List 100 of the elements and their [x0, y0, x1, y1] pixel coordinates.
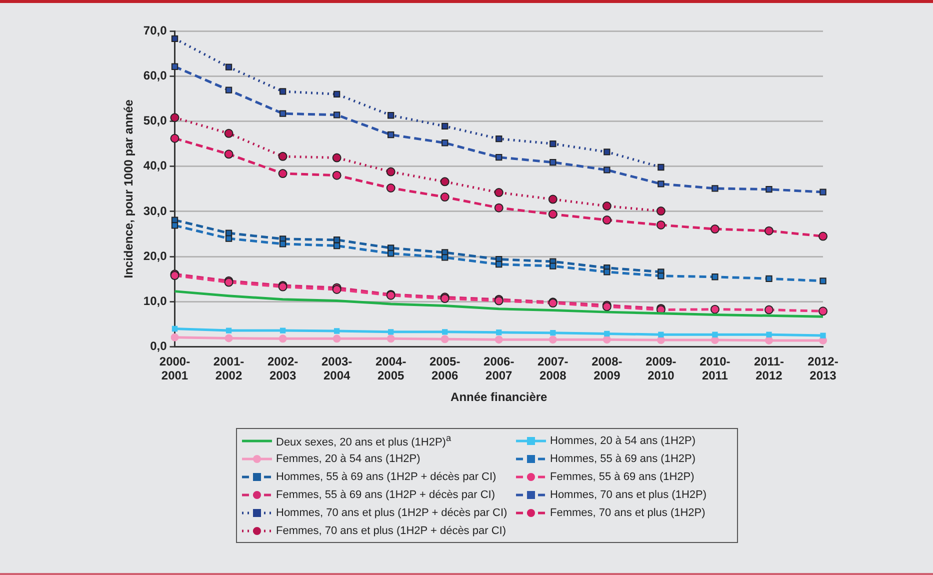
point	[332, 153, 342, 162]
point	[550, 158, 556, 166]
point	[496, 260, 502, 268]
point	[386, 167, 396, 176]
x-tick-label: 2000-2001	[159, 354, 190, 383]
point	[170, 333, 179, 342]
point	[602, 216, 612, 225]
point	[550, 330, 556, 336]
point	[388, 131, 394, 138]
point	[658, 164, 664, 171]
legend-label: Femmes, 70 ans et plus (1H2P + décès par CI)	[276, 524, 506, 536]
point	[656, 220, 666, 230]
y-tick-label: 10,0	[143, 294, 168, 308]
point	[388, 329, 394, 335]
point	[656, 206, 666, 216]
y-tick-label: 20,0	[143, 248, 168, 263]
point	[278, 169, 288, 178]
legend-label: Deux sexes, 20 ans et plus (1H2P)$^{a}$	[276, 432, 452, 448]
x-tick-label: 2003-2004	[321, 354, 352, 383]
point	[550, 140, 556, 148]
point	[226, 328, 232, 334]
x-axis-title: Année financière	[450, 390, 548, 404]
y-tick-label: 30,0	[143, 204, 168, 218]
point	[710, 304, 720, 314]
point	[386, 334, 395, 343]
x-tick-label: 2001-2002	[213, 354, 244, 383]
x-tick-label: 2002-2003	[267, 354, 298, 383]
x-tick-label: 2007-2008	[538, 354, 568, 383]
point	[550, 262, 556, 270]
y-tick-label: 40,0	[143, 158, 168, 173]
point	[171, 35, 178, 42]
point	[604, 148, 610, 156]
point	[171, 222, 178, 229]
point	[548, 336, 557, 344]
point	[440, 335, 449, 344]
point	[658, 180, 664, 188]
point	[658, 272, 664, 280]
legend-label: Hommes, 20 à 54 ans (1H2P)	[550, 434, 696, 446]
point	[494, 336, 503, 344]
point	[225, 64, 232, 70]
legend-label: Femmes, 55 à 69 ans (1H2P + décès par CI)	[276, 488, 495, 500]
point	[170, 134, 180, 143]
point	[279, 110, 286, 117]
x-tick-label: 2011-2012	[754, 354, 784, 383]
point	[712, 332, 718, 338]
point	[604, 330, 610, 337]
point	[442, 140, 448, 146]
legend-label: Hommes, 70 ans et plus (1H2P + décès par CI)	[276, 506, 508, 518]
point	[820, 278, 826, 284]
point	[224, 128, 234, 138]
legend-label: Hommes, 70 ans et plus (1H2P)	[550, 488, 707, 500]
point	[440, 177, 450, 186]
point	[442, 254, 448, 261]
point	[333, 236, 340, 244]
x-tick-label: 2012-2013	[808, 354, 838, 383]
point	[279, 88, 286, 95]
point	[333, 90, 340, 98]
point	[766, 332, 772, 338]
point	[602, 336, 611, 344]
y-tick-label: 60,0	[143, 68, 168, 82]
x-tick-label: 2006-2007	[484, 354, 514, 383]
point	[278, 152, 288, 161]
point	[442, 122, 448, 130]
point	[442, 329, 448, 335]
legend-label: Femmes, 55 à 69 ans (1H2P)	[550, 470, 694, 482]
point	[388, 250, 394, 257]
x-tick-label: 2009-2010	[646, 354, 676, 383]
point	[712, 274, 718, 280]
legend-label: Femmes, 20 à 54 ans (1H2P)	[276, 452, 420, 464]
legend-label: Femmes, 70 ans et plus (1H2P)	[550, 506, 706, 518]
y-axis-title: Incidence, pour 1000 par année	[122, 99, 136, 278]
y-tick-label: 70,0	[143, 23, 168, 38]
x-tick-label: 2004-2005	[375, 354, 406, 383]
point	[386, 184, 396, 192]
point	[766, 186, 772, 193]
point	[496, 135, 502, 142]
point	[548, 194, 558, 204]
point	[333, 242, 340, 250]
point	[280, 328, 286, 334]
point	[224, 334, 233, 342]
y-tick-label: 50,0	[143, 114, 168, 128]
point	[712, 185, 718, 192]
point	[279, 240, 286, 248]
point	[548, 210, 558, 219]
point	[332, 334, 341, 343]
point	[604, 166, 610, 174]
point	[333, 112, 340, 118]
point	[602, 202, 612, 211]
x-tick-label: 2010-2011	[700, 354, 730, 383]
x-tick-label: 2008-2009	[592, 354, 622, 383]
point	[604, 268, 610, 276]
point	[820, 188, 826, 196]
point	[278, 334, 287, 343]
point	[225, 235, 232, 242]
y-tick-label: 0,0	[150, 339, 168, 354]
point	[388, 112, 394, 119]
point	[764, 226, 774, 236]
point	[820, 332, 826, 338]
point	[334, 328, 340, 334]
x-tick-label: 2005-2006	[430, 354, 460, 383]
